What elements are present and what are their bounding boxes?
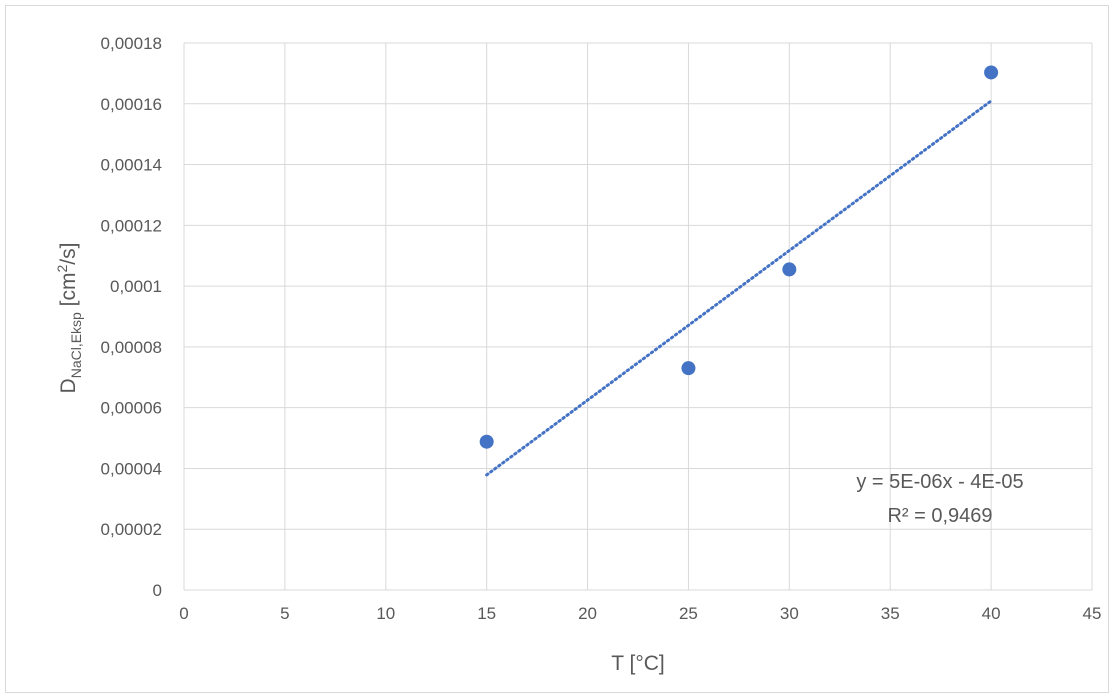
y-tick-label: 0,00006 (101, 399, 162, 418)
x-tick-label: 30 (780, 604, 799, 623)
y-axis-title-unit-post: /s] (57, 243, 80, 265)
y-tick-label: 0 (153, 581, 162, 600)
y-tick-label: 0,00008 (101, 338, 162, 357)
y-axis-title: DNaCl,Eksp [cm2/s] (54, 243, 84, 394)
data-point (681, 361, 696, 376)
y-tick-label: 0,00004 (101, 459, 162, 478)
x-tick-label: 45 (1083, 604, 1102, 623)
x-tick-label: 20 (578, 604, 597, 623)
trendline-equation: y = 5E-06x - 4E-05 (856, 471, 1023, 493)
trendline-group (485, 99, 993, 477)
x-tick-labels: 0 5 10 15 20 25 30 35 40 45 (179, 604, 1101, 623)
trendline (485, 99, 993, 477)
x-axis-title: T [°C] (611, 652, 665, 675)
y-axis-title-subscript: NaCl,Eksp (68, 312, 84, 378)
y-tick-label: 0,00014 (101, 156, 162, 175)
gridlines (183, 42, 1093, 591)
y-axis-title-unit-pre: [cm (57, 272, 80, 312)
x-tick-label: 5 (280, 604, 289, 623)
x-tick-label: 40 (982, 604, 1001, 623)
trendline-r-squared: R² = 0,9469 (887, 505, 992, 527)
chart-frame (5, 5, 1109, 693)
x-tick-label: 0 (179, 604, 188, 623)
y-tick-label: 0,00018 (101, 34, 162, 53)
y-axis-title-main: D (57, 378, 80, 393)
x-tick-label: 10 (376, 604, 395, 623)
y-axis-title-unit-sup: 2 (54, 264, 70, 272)
data-points (479, 65, 999, 449)
x-tick-label: 15 (477, 604, 496, 623)
x-tick-label: 25 (679, 604, 698, 623)
y-tick-label: 0,00016 (101, 95, 162, 114)
x-tick-label: 35 (881, 604, 900, 623)
data-point (984, 65, 999, 80)
data-point (479, 434, 494, 449)
y-tick-label: 0,0001 (110, 277, 162, 296)
data-point (782, 262, 797, 277)
y-tick-labels: 0 0,00002 0,00004 0,00006 0,00008 0,0001 0,000… (101, 34, 162, 600)
y-tick-label: 0,00012 (101, 216, 162, 235)
y-tick-label: 0,00002 (101, 520, 162, 539)
